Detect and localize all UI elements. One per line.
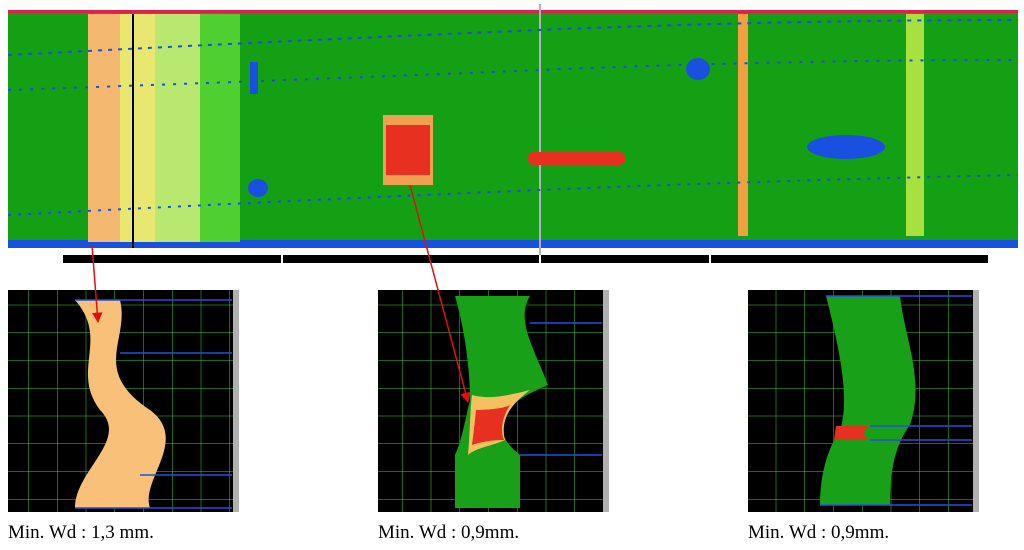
caption: Min. Wd : 1,3 mm. xyxy=(8,522,154,543)
arrow xyxy=(409,184,471,404)
scale-bar xyxy=(63,255,988,263)
scan-strip xyxy=(7,4,1019,262)
panel: Min. Wd : 0,9mm. xyxy=(378,290,609,543)
arrow xyxy=(91,244,103,324)
scale-ticks xyxy=(281,255,711,263)
panel: Min. Wd : 1,3 mm. xyxy=(8,290,239,543)
caption: Min. Wd : 0,9mm. xyxy=(748,522,889,543)
panel: Min. Wd : 0,9mm. xyxy=(748,290,979,543)
caption: Min. Wd : 0,9mm. xyxy=(378,522,519,543)
